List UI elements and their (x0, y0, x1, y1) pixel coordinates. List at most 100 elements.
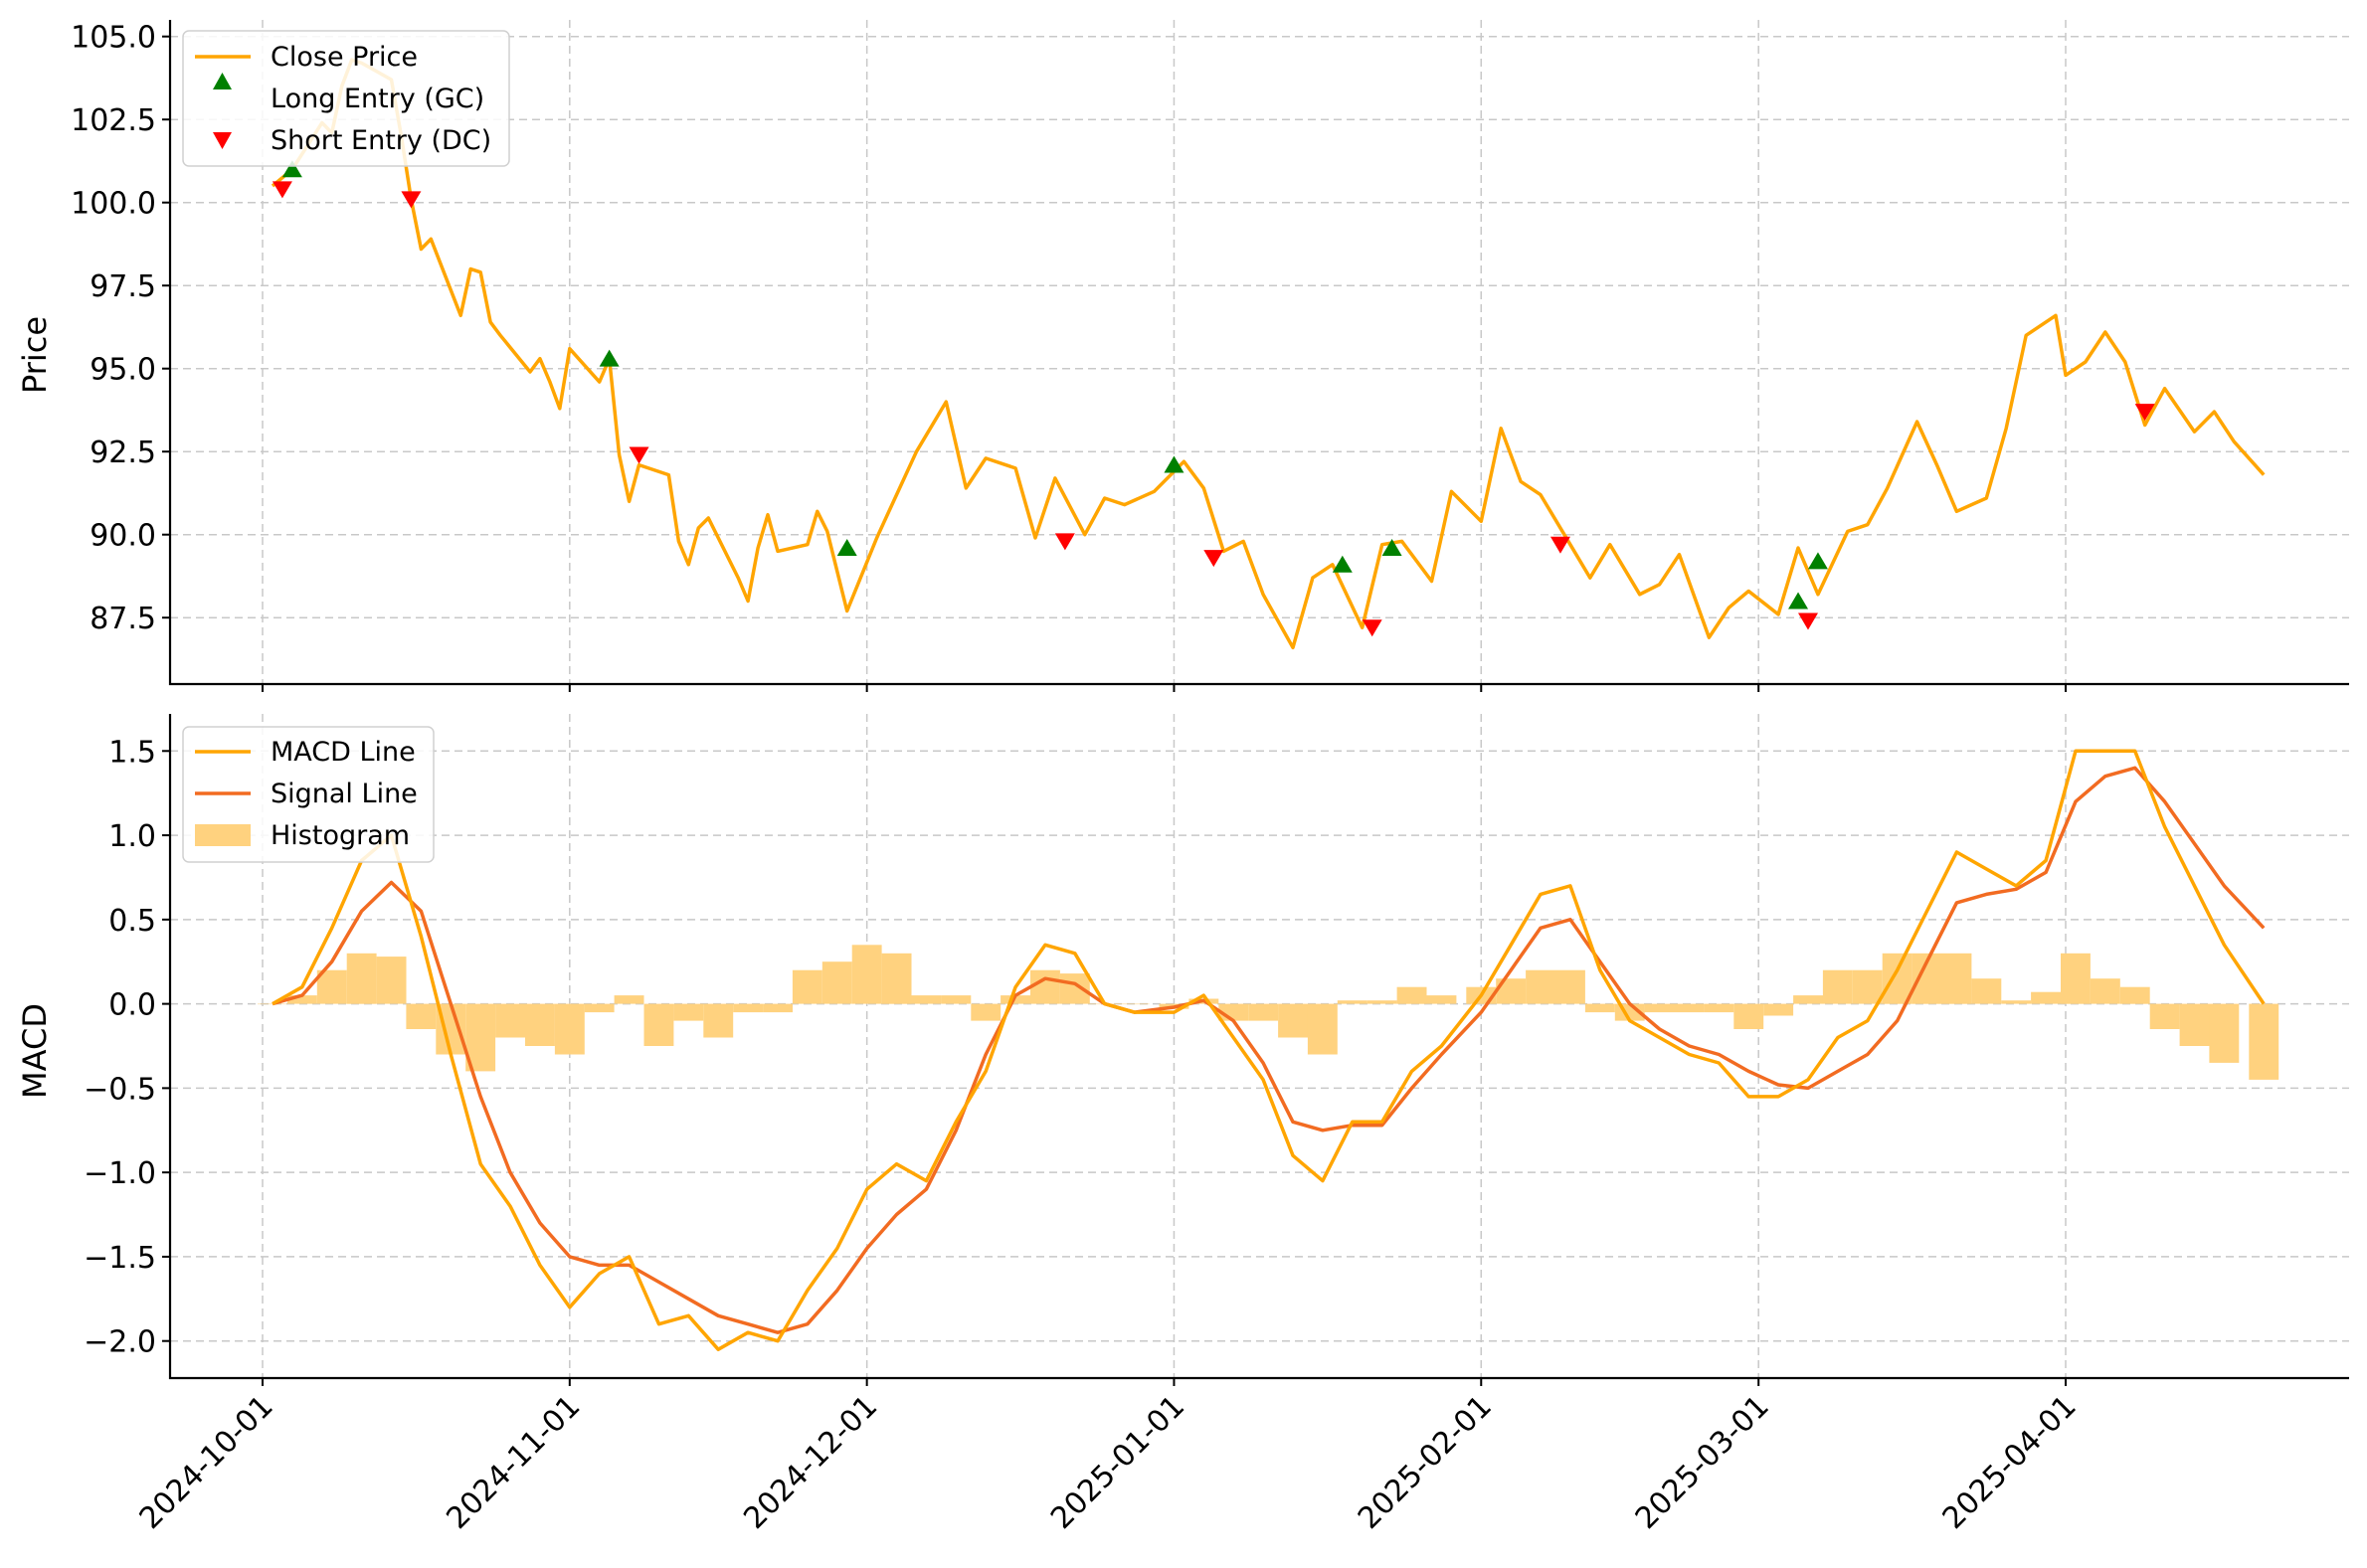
histogram-bar (971, 1003, 1001, 1021)
long-entry-marker (836, 539, 857, 557)
macd-lines (272, 749, 2266, 1351)
short-entry-marker (1798, 612, 1818, 630)
price-y-tick-label: 95.0 (90, 353, 156, 388)
histogram-bar (763, 1003, 793, 1013)
macd-y-tick-label: −1.5 (84, 1241, 156, 1276)
close-price-line (271, 58, 2266, 650)
histogram-bar (941, 995, 972, 1004)
macd-y-tick-label: −0.5 (84, 1072, 156, 1107)
histogram-bar (2031, 991, 2061, 1004)
histogram-bar (2001, 1000, 2032, 1004)
price-y-label: Price (16, 316, 54, 394)
histogram-bar (911, 995, 942, 1004)
long-entry-marker (1807, 552, 1828, 570)
x-tick-label: 2025-03-01 (1629, 1389, 1776, 1536)
price-panel: 105.0 102.5 100.0 97.5 95.0 92.5 90.0 87.5 Pric… (16, 20, 2349, 686)
macd-y-tick-label: −1.0 (84, 1156, 156, 1191)
histogram-bar (525, 1003, 555, 1046)
histogram-bar (2209, 1003, 2240, 1063)
long-entry-marker (1164, 455, 1184, 473)
histogram-bar (851, 945, 882, 1004)
histogram-bar (643, 1003, 674, 1046)
histogram-bar (1882, 953, 1912, 1004)
histogram-bar (703, 1003, 734, 1038)
macd-y-tick-label: −2.0 (84, 1325, 156, 1360)
histogram-bar (1852, 969, 1883, 1004)
short-entry-marker (401, 191, 422, 209)
macd-y-label: MACD (16, 1003, 54, 1099)
histogram-bar (1307, 1003, 1338, 1055)
histogram-bar (2179, 1003, 2210, 1046)
histogram-bar (1733, 1003, 1764, 1029)
short-entry-legend-marker (213, 132, 232, 149)
histogram-bar (1001, 995, 1030, 1004)
histogram-bar (495, 1003, 525, 1038)
histogram-bar (733, 1003, 764, 1013)
histogram-bar (376, 957, 407, 1004)
price-y-tick-label: 92.5 (90, 436, 156, 470)
price-y-tick-label: 90.0 (90, 519, 156, 554)
long-entry-marker (1381, 539, 1402, 557)
histogram-bar (554, 1003, 585, 1055)
short-entry-marker (272, 181, 292, 199)
x-tick-label: 2024-11-01 (440, 1389, 587, 1536)
histogram-bar (673, 1003, 704, 1021)
histogram-bar (286, 995, 317, 1004)
macd-axes-spine (168, 714, 2349, 1380)
histogram-bar (1030, 969, 1060, 1004)
histogram-bar (1526, 969, 1555, 1004)
histogram-bar (406, 1003, 437, 1029)
long-entry-marker (1788, 592, 1809, 610)
short-entry-marker (1203, 550, 1224, 568)
long-entry-legend-marker (213, 73, 232, 89)
macd-histogram-bars (258, 945, 2279, 1080)
histogram-bar (1366, 1000, 1397, 1004)
histogram-bar (1584, 1003, 1615, 1013)
long-entry-legend-label: Long Entry (GC) (271, 84, 484, 114)
x-tick-label: 2025-04-01 (1936, 1389, 2084, 1536)
macd-line-legend-label: MACD Line (271, 737, 416, 768)
signal-line-legend-label: Signal Line (271, 779, 418, 809)
price-y-tick-label: 102.5 (71, 103, 156, 138)
price-legend: Close Price Long Entry (GC) Short Entry … (182, 30, 510, 167)
price-y-tick-label: 87.5 (90, 602, 156, 636)
x-tick-label: 2025-02-01 (1352, 1389, 1499, 1536)
short-entry-marker (1362, 619, 1382, 637)
signal-line (272, 766, 2266, 1334)
long-entry-marker (281, 160, 302, 178)
histogram-bar (2149, 1003, 2180, 1029)
histogram-bar (1426, 995, 1457, 1004)
histogram-bar (1822, 969, 1853, 1004)
price-y-tick-label: 97.5 (90, 269, 156, 304)
price-y-tick-label: 105.0 (71, 21, 156, 56)
histogram-bar (1555, 969, 1585, 1004)
histogram-bar (1644, 1003, 1675, 1013)
histogram-bar (1337, 1000, 1367, 1004)
macd-y-tick-label: 0.5 (108, 904, 156, 939)
histogram-bar (821, 961, 852, 1004)
macd-legend: MACD Line Signal Line Histogram (182, 726, 435, 863)
histogram-bar (584, 1003, 615, 1013)
price-grid (170, 20, 2349, 684)
long-entry-marker (599, 349, 620, 367)
price-y-tick-label: 100.0 (71, 187, 156, 222)
histogram-bar (1674, 1003, 1705, 1013)
x-tick-label: 2024-10-01 (133, 1389, 280, 1536)
histogram-bar (1396, 986, 1427, 1004)
histogram-legend-label: Histogram (271, 820, 410, 851)
long-entry-marker (1332, 555, 1353, 573)
short-entry-marker (629, 446, 649, 464)
macd-y-tick-label: 1.0 (108, 819, 156, 854)
close-price-legend-label: Close Price (271, 42, 418, 73)
price-series (271, 58, 2266, 650)
histogram-bar (2249, 1003, 2279, 1080)
histogram-bar (2090, 978, 2120, 1004)
short-entry-legend-label: Short Entry (DC) (271, 125, 491, 156)
histogram-bar (881, 953, 912, 1004)
price-y-axis: 105.0 102.5 100.0 97.5 95.0 92.5 90.0 87.5 (71, 21, 170, 636)
price-axes-spine (168, 20, 2349, 686)
histogram-bar (258, 1003, 287, 1005)
histogram-bar (1763, 1003, 1794, 1016)
histogram-bar (1971, 978, 2002, 1004)
